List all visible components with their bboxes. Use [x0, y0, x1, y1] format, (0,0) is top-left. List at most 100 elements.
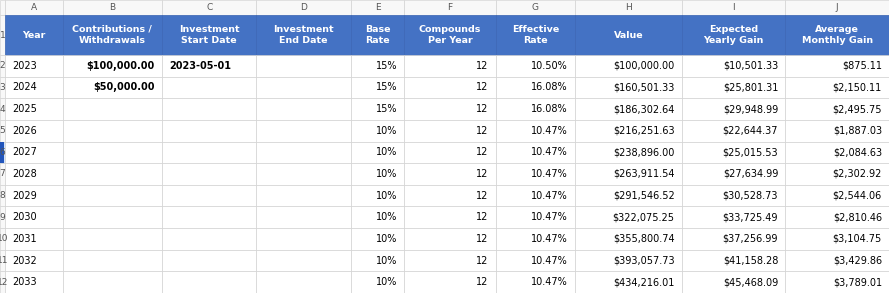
Text: 2031: 2031 [12, 234, 36, 244]
Text: 10.47%: 10.47% [531, 147, 568, 157]
Bar [496, 0, 575, 15]
Text: $100,000.00: $100,000.00 [86, 61, 155, 71]
Text: 2027: 2027 [12, 147, 36, 157]
Bar [162, 77, 256, 98]
Bar [0, 120, 4, 142]
Bar [785, 250, 889, 271]
Bar [256, 142, 351, 163]
Bar [256, 77, 351, 98]
Bar [4, 55, 63, 77]
Bar [351, 142, 404, 163]
Bar [63, 15, 162, 55]
Text: G: G [532, 3, 539, 12]
Bar [496, 142, 575, 163]
Text: $2,084.63: $2,084.63 [833, 147, 882, 157]
Text: $355,800.74: $355,800.74 [613, 234, 675, 244]
Bar [162, 142, 256, 163]
Text: 12: 12 [477, 82, 489, 93]
Bar [682, 0, 785, 15]
Text: 2025: 2025 [12, 104, 36, 114]
Text: $25,801.31: $25,801.31 [723, 82, 778, 93]
Bar [351, 271, 404, 293]
Bar [496, 271, 575, 293]
Text: 2033: 2033 [12, 277, 36, 287]
Text: $30,528.73: $30,528.73 [723, 191, 778, 201]
Text: 9: 9 [0, 213, 5, 222]
Text: 1: 1 [0, 30, 5, 40]
Text: 2024: 2024 [12, 82, 36, 93]
Bar [63, 142, 162, 163]
Bar [351, 77, 404, 98]
Bar [785, 271, 889, 293]
Text: 2: 2 [0, 61, 5, 70]
Text: 12: 12 [477, 255, 489, 265]
Text: 10%: 10% [376, 212, 397, 222]
Text: 2023: 2023 [12, 61, 36, 71]
Text: 10%: 10% [376, 126, 397, 136]
Bar [4, 271, 63, 293]
Text: 12: 12 [477, 277, 489, 287]
Bar [0, 142, 4, 163]
Text: C: C [206, 3, 212, 12]
Bar [404, 98, 496, 120]
Bar [575, 228, 682, 250]
Text: 2026: 2026 [12, 126, 36, 136]
Text: $3,429.86: $3,429.86 [833, 255, 882, 265]
Text: 2028: 2028 [12, 169, 36, 179]
Text: $216,251.63: $216,251.63 [613, 126, 675, 136]
Bar [575, 15, 682, 55]
Bar [404, 0, 496, 15]
Text: $2,150.11: $2,150.11 [833, 82, 882, 93]
Text: $1,887.03: $1,887.03 [833, 126, 882, 136]
Bar [575, 120, 682, 142]
Text: $434,216.01: $434,216.01 [613, 277, 675, 287]
Bar [404, 207, 496, 228]
Text: Compounds
Per Year: Compounds Per Year [419, 25, 481, 45]
Bar [785, 0, 889, 15]
Text: 10%: 10% [376, 191, 397, 201]
Text: 10: 10 [0, 234, 8, 243]
Bar [63, 228, 162, 250]
Bar [256, 15, 351, 55]
Bar [496, 228, 575, 250]
Text: $41,158.28: $41,158.28 [723, 255, 778, 265]
Bar [682, 207, 785, 228]
Text: 10.47%: 10.47% [531, 212, 568, 222]
Text: 15%: 15% [376, 82, 397, 93]
Bar [351, 15, 404, 55]
Bar [4, 77, 63, 98]
Bar [575, 271, 682, 293]
Bar [63, 207, 162, 228]
Bar [0, 142, 4, 163]
Bar [351, 98, 404, 120]
Bar [575, 142, 682, 163]
Bar [496, 77, 575, 98]
Bar [63, 163, 162, 185]
Bar [575, 185, 682, 207]
Bar [351, 207, 404, 228]
Bar [785, 228, 889, 250]
Bar [351, 250, 404, 271]
Text: $2,302.92: $2,302.92 [832, 169, 882, 179]
Bar [4, 228, 63, 250]
Text: Base
Rate: Base Rate [364, 25, 390, 45]
Bar [256, 98, 351, 120]
Text: 10%: 10% [376, 147, 397, 157]
Bar [63, 271, 162, 293]
Bar [4, 142, 63, 163]
Text: $29,948.99: $29,948.99 [723, 104, 778, 114]
Bar [4, 163, 63, 185]
Text: 12: 12 [477, 191, 489, 201]
Bar [404, 55, 496, 77]
Bar [351, 185, 404, 207]
Bar [785, 98, 889, 120]
Text: 16.08%: 16.08% [532, 104, 568, 114]
Bar [63, 250, 162, 271]
Bar [575, 163, 682, 185]
Bar [404, 185, 496, 207]
Text: H: H [625, 3, 632, 12]
Bar [404, 142, 496, 163]
Text: 2023-05-01: 2023-05-01 [169, 61, 231, 71]
Text: 2030: 2030 [12, 212, 36, 222]
Bar [682, 120, 785, 142]
